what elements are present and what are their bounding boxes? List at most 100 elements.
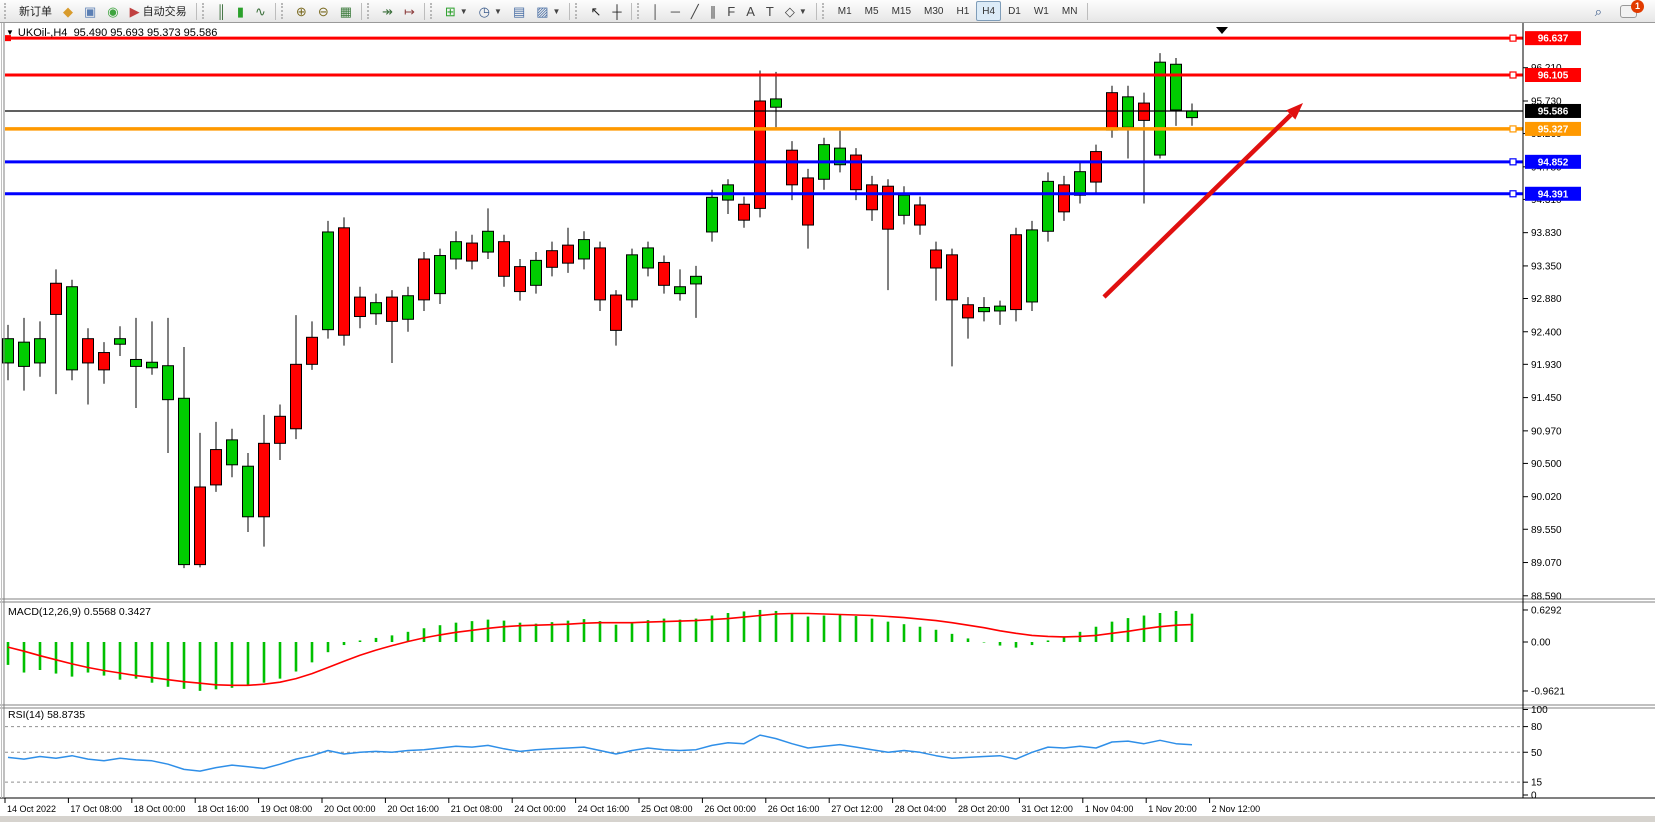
price-tick-label: 92.400 xyxy=(1531,327,1562,338)
horizontal-line-icon[interactable]: ─ xyxy=(666,1,685,21)
vertical-line-icon[interactable]: │ xyxy=(647,1,665,21)
tf-h1-button-label: H1 xyxy=(956,5,970,17)
ohlc-bars-icon[interactable]: ║ xyxy=(212,1,231,21)
candle-body xyxy=(450,241,462,260)
market-watch-icon[interactable]: ▣ xyxy=(79,1,101,21)
price-tick-label: 90.500 xyxy=(1531,459,1562,470)
zoom-in-icon[interactable]: ⊕ xyxy=(291,1,312,21)
trend-arrow-head[interactable] xyxy=(1286,103,1303,120)
candle-body xyxy=(514,266,526,293)
tf-h4-button[interactable]: H4 xyxy=(976,1,1002,21)
tf-w1-button[interactable]: W1 xyxy=(1028,1,1055,21)
line-end-marker[interactable] xyxy=(1509,158,1517,166)
candle-body xyxy=(930,249,942,269)
signals-icon[interactable]: ◉ xyxy=(102,1,123,21)
cursor-icon[interactable]: ↖ xyxy=(585,1,606,21)
autotrading-icon: ▶ xyxy=(129,3,140,19)
toolbar-grip xyxy=(280,3,287,19)
channel-icon: ∥ xyxy=(709,3,717,19)
trend-arrow-shaft[interactable] xyxy=(1102,113,1293,299)
tf-m5-button[interactable]: M5 xyxy=(859,1,885,21)
tf-m15-button[interactable]: M15 xyxy=(886,1,917,21)
toolbar-separator xyxy=(195,2,197,20)
chart-shift-marker-icon[interactable] xyxy=(1216,27,1228,34)
candle-body xyxy=(578,239,590,260)
price-tick-label: 93.830 xyxy=(1531,228,1562,239)
auto-scroll-icon[interactable]: ↠ xyxy=(377,1,398,21)
line-end-marker[interactable] xyxy=(1509,71,1517,79)
crosshair-icon[interactable]: ┼ xyxy=(607,1,626,21)
tile-windows-icon[interactable]: ▦ xyxy=(335,1,357,21)
candle-body xyxy=(18,341,30,367)
dropdown-caret-icon[interactable]: ▼ xyxy=(494,6,502,16)
tf-w1-button-label: W1 xyxy=(1033,5,1049,17)
dropdown-caret-icon[interactable]: ▼ xyxy=(798,6,807,16)
line-end-marker[interactable] xyxy=(1509,190,1517,198)
new-chart-button[interactable]: ⊞ ▼ xyxy=(440,1,473,21)
search-button[interactable]: ⌕ xyxy=(1590,1,1607,21)
tf-m30-button[interactable]: M30 xyxy=(918,1,949,21)
line-end-marker[interactable] xyxy=(1509,34,1517,42)
candle-body xyxy=(354,296,366,318)
chart-shift-icon[interactable]: ↦ xyxy=(399,1,420,21)
notifications-button[interactable]: 1 xyxy=(1615,0,1644,21)
candle-body xyxy=(1042,180,1054,232)
dropdown-caret-icon[interactable]: ▼ xyxy=(552,6,561,16)
date-label: 26 Oct 00:00 xyxy=(704,804,756,814)
text-icon: A xyxy=(746,3,755,19)
templates-button[interactable]: ▨ ▼ xyxy=(531,1,565,21)
tf-m1-button[interactable]: M1 xyxy=(832,1,858,21)
date-label: 28 Oct 04:00 xyxy=(895,804,947,814)
tf-d1-button[interactable]: D1 xyxy=(1002,1,1027,21)
price-tick-label: 93.350 xyxy=(1531,261,1562,272)
gold-icon[interactable]: ◆ xyxy=(58,1,78,21)
autotrading-button[interactable]: ▶ 自动交易 xyxy=(125,1,192,21)
time-axis[interactable]: 14 Oct 2022 17 Oct 08:00 18 Oct 00:00 18 Oc… xyxy=(4,798,1260,814)
indicators-button[interactable]: ▤ xyxy=(508,1,530,21)
candle-body xyxy=(418,258,430,301)
horizontal-line-icon: ─ xyxy=(670,3,680,19)
new-order-button[interactable]: 新订单 xyxy=(14,1,57,21)
trendline-icon[interactable]: ╱ xyxy=(686,1,704,21)
rsi-tick-label: 15 xyxy=(1531,778,1543,789)
candle-body xyxy=(194,486,206,566)
tf-h1-button[interactable]: H1 xyxy=(950,1,975,21)
shapes-icon[interactable]: ◇ ▼ xyxy=(780,1,812,21)
candle-body xyxy=(306,336,318,365)
macd-indicator-label: MACD(12,26,9) 0.5568 0.3427 xyxy=(8,606,152,618)
trend-arrow[interactable] xyxy=(1102,103,1303,299)
line-start-marker[interactable] xyxy=(5,35,11,42)
candle-body xyxy=(1154,61,1166,156)
price-axis[interactable]: 96.21095.73095.26094.78094.31093.83093.3… xyxy=(1523,31,1581,802)
symbol-dropdown-icon[interactable]: ▼ xyxy=(6,28,14,37)
line-chart-icon: ∿ xyxy=(255,3,266,19)
price-badge xyxy=(1525,186,1581,201)
zoom-out-icon[interactable]: ⊖ xyxy=(313,1,334,21)
candlestick-chart-icon[interactable]: ▮ xyxy=(232,1,249,21)
periods-button[interactable]: ◷ ▼ xyxy=(474,1,507,21)
zoom-in-icon: ⊕ xyxy=(295,3,307,19)
toolbar-grip xyxy=(4,3,10,19)
date-label: 24 Oct 00:00 xyxy=(514,804,566,814)
text-label-icon[interactable]: T xyxy=(761,1,779,21)
candle-body xyxy=(1186,110,1198,119)
candle-body xyxy=(242,465,254,518)
ohlc-bars-icon: ║ xyxy=(216,3,226,19)
tf-mn-button[interactable]: MN xyxy=(1056,1,1084,21)
channel-icon[interactable]: ∥ xyxy=(705,1,722,21)
text-icon[interactable]: A xyxy=(741,1,760,21)
candle-body xyxy=(690,275,702,285)
candle-body xyxy=(914,204,926,226)
candle-body xyxy=(706,196,718,233)
dropdown-caret-icon[interactable]: ▼ xyxy=(459,6,468,16)
date-label: 27 Oct 12:00 xyxy=(831,804,883,814)
chart-plot-area[interactable] xyxy=(0,23,1655,822)
toolbar-separator xyxy=(630,2,632,20)
line-chart-icon[interactable]: ∿ xyxy=(250,1,271,21)
text-label-icon: T xyxy=(765,3,774,19)
chart-canvas[interactable]: 96.21095.73095.26094.78094.31093.83093.3… xyxy=(0,23,1655,822)
line-end-marker[interactable] xyxy=(1509,125,1517,133)
fibonacci-icon[interactable]: F xyxy=(722,1,740,21)
date-label: 18 Oct 16:00 xyxy=(197,804,249,814)
candle-body xyxy=(210,449,222,486)
